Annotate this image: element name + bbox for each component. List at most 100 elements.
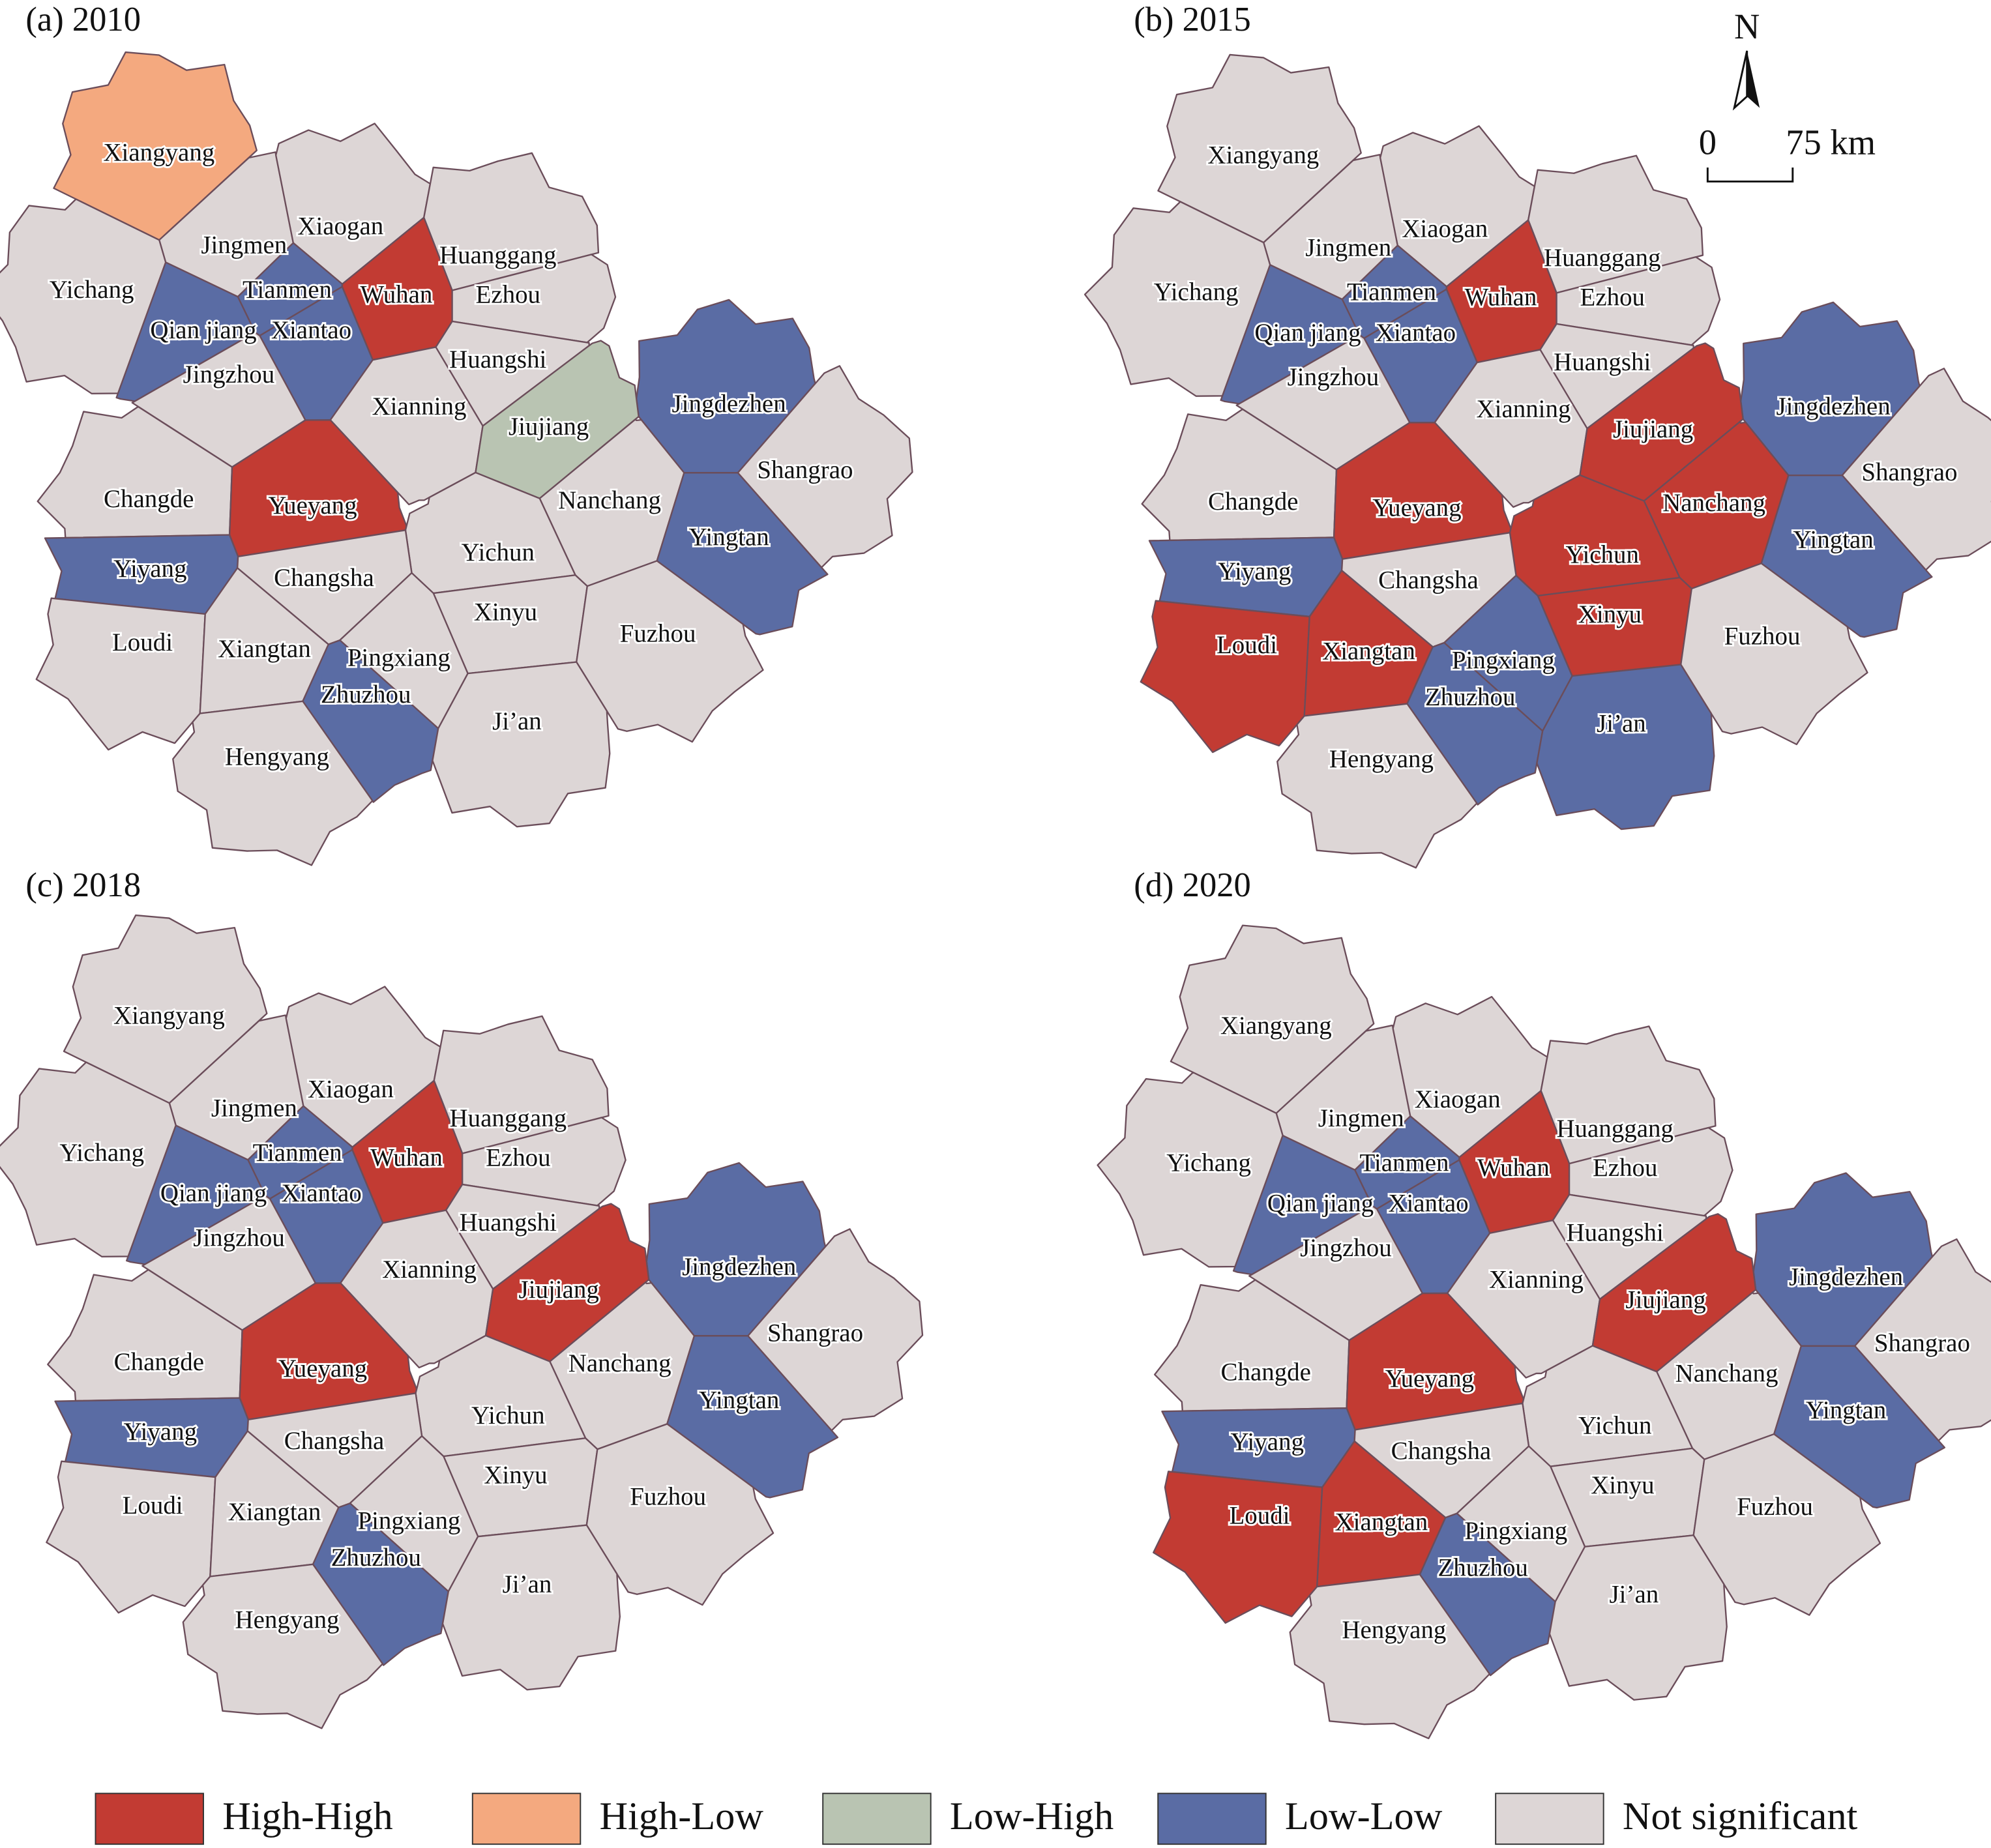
north-label: N <box>1734 7 1760 46</box>
region-label: Yingtan <box>1793 525 1873 553</box>
region-label: Huanggang <box>450 1104 567 1132</box>
region-label: Jiujiang <box>1613 415 1693 443</box>
region-label: Huangshi <box>1567 1218 1664 1246</box>
region <box>182 1563 384 1729</box>
region-label: Jiujiang <box>509 413 589 441</box>
region-label: Xiaogan <box>308 1075 394 1103</box>
map-panel: Xiangyang Jingmen Xiaogan Huanggang Yichang T… <box>1084 53 1991 869</box>
region-label: Jiujiang <box>519 1276 599 1304</box>
region-label: Hengyang <box>235 1606 339 1634</box>
region-label: Ji’an <box>503 1570 552 1598</box>
region <box>35 597 206 751</box>
region-label: Tianmen <box>243 276 332 304</box>
region-label: Yiyang <box>1230 1428 1303 1456</box>
legend-label: High-Low <box>600 1795 764 1838</box>
region-label: Wuhan <box>1465 283 1537 311</box>
region-label: Xiangyang <box>113 1002 225 1030</box>
legend-swatch <box>1157 1793 1267 1845</box>
region-label: Xinyu <box>484 1461 547 1489</box>
region-label: Zhuzhou <box>1425 683 1515 711</box>
region-label: Qian jiang <box>1254 319 1361 347</box>
region <box>433 1015 610 1154</box>
region-label: Xinyu <box>1591 1471 1654 1499</box>
region-label: Xinyu <box>474 598 537 626</box>
region-label: Huanggang <box>1544 244 1661 272</box>
region-label: Changde <box>114 1348 204 1376</box>
region <box>1289 1574 1490 1740</box>
region-label: Hengyang <box>225 742 329 770</box>
region <box>1739 301 1921 477</box>
region-label: Ezhou <box>1593 1154 1657 1182</box>
region-label: Yueyang <box>1372 494 1461 522</box>
region-label: Yichun <box>1578 1411 1651 1439</box>
region-label: Shangrao <box>1861 458 1957 486</box>
region-label: Xiangyang <box>103 138 214 166</box>
region-label: Changsha <box>1378 566 1479 594</box>
region-label: Jiujiang <box>1625 1286 1705 1314</box>
region-label: Shangrao <box>1874 1329 1970 1357</box>
region <box>576 560 764 743</box>
region-label: Xianning <box>1489 1266 1584 1294</box>
region-label: Ji’an <box>492 707 542 735</box>
region-label: Yiyang <box>113 555 186 583</box>
region-label: Nanchang <box>1662 489 1765 517</box>
region-label: Yichang <box>50 276 134 304</box>
region-label: Yichun <box>461 538 534 566</box>
region-label: Yichang <box>59 1139 144 1167</box>
region <box>1540 1025 1717 1165</box>
region-label: Yueyang <box>1385 1364 1474 1392</box>
region-label: Changsha <box>1391 1437 1492 1465</box>
region <box>1536 664 1715 830</box>
region-label: Pingxiang <box>1464 1517 1567 1545</box>
legend-swatch <box>822 1793 932 1845</box>
region-label: Xiangtan <box>1335 1508 1428 1536</box>
north-arrow: N <box>1732 7 1760 111</box>
region-label: Jingdezhen <box>1789 1263 1903 1291</box>
legend-label: High-High <box>222 1795 393 1838</box>
region-label: Wuhan <box>370 1144 443 1172</box>
region-label: Jingdezhen <box>682 1253 796 1281</box>
map-panel: Xiangyang Jingmen Xiaogan Huanggang Yichang T… <box>1097 924 1991 1740</box>
region-label: Wuhan <box>361 281 433 309</box>
region-label: Xinyu <box>1578 600 1642 628</box>
region-label: Qian jiang <box>1267 1190 1374 1218</box>
region-label: Changde <box>1208 488 1298 516</box>
region <box>1157 53 1362 244</box>
legend-label: Not significant <box>1623 1795 1858 1838</box>
region-label: Hengyang <box>1329 745 1434 773</box>
region-label: Huanggang <box>439 241 557 269</box>
region-label: Xiaogan <box>1415 1085 1501 1113</box>
region <box>1568 1126 1733 1217</box>
region-label: Shangrao <box>757 456 853 484</box>
panel-title: (a) 2010 <box>25 1 141 38</box>
region <box>432 661 611 828</box>
region-label: Xiantao <box>1376 319 1456 347</box>
region <box>441 1524 621 1691</box>
region <box>462 1117 627 1207</box>
region <box>451 254 617 344</box>
region-label: Tianmen <box>253 1139 342 1167</box>
legend-label: Low-Low <box>1285 1795 1443 1838</box>
region <box>0 198 167 394</box>
region-label: Huanggang <box>1556 1115 1674 1143</box>
region-label: Changsha <box>284 1427 385 1455</box>
region-label: Jingmen <box>1318 1104 1404 1132</box>
region <box>1680 563 1868 746</box>
region-label: Loudi <box>123 1491 183 1519</box>
panel-title: (b) 2015 <box>1134 1 1251 38</box>
scale-start: 0 <box>1699 122 1717 162</box>
region-label: Pingxiang <box>357 1506 460 1534</box>
region <box>1097 1071 1284 1268</box>
region-label: Fuzhou <box>1737 1493 1813 1521</box>
region-label: Pingxiang <box>1452 646 1555 674</box>
region-label: Jingzhou <box>183 360 275 389</box>
region-label: Ezhou <box>476 281 540 309</box>
region-label: Jingzhou <box>1288 363 1379 391</box>
region <box>1527 154 1704 294</box>
region-label: Loudi <box>1217 631 1277 659</box>
region-label: Yichang <box>1166 1149 1251 1177</box>
region-label: Loudi <box>1229 1502 1290 1530</box>
region-label: Xiantao <box>281 1179 361 1207</box>
region-label: Tianmen <box>1359 1149 1449 1177</box>
